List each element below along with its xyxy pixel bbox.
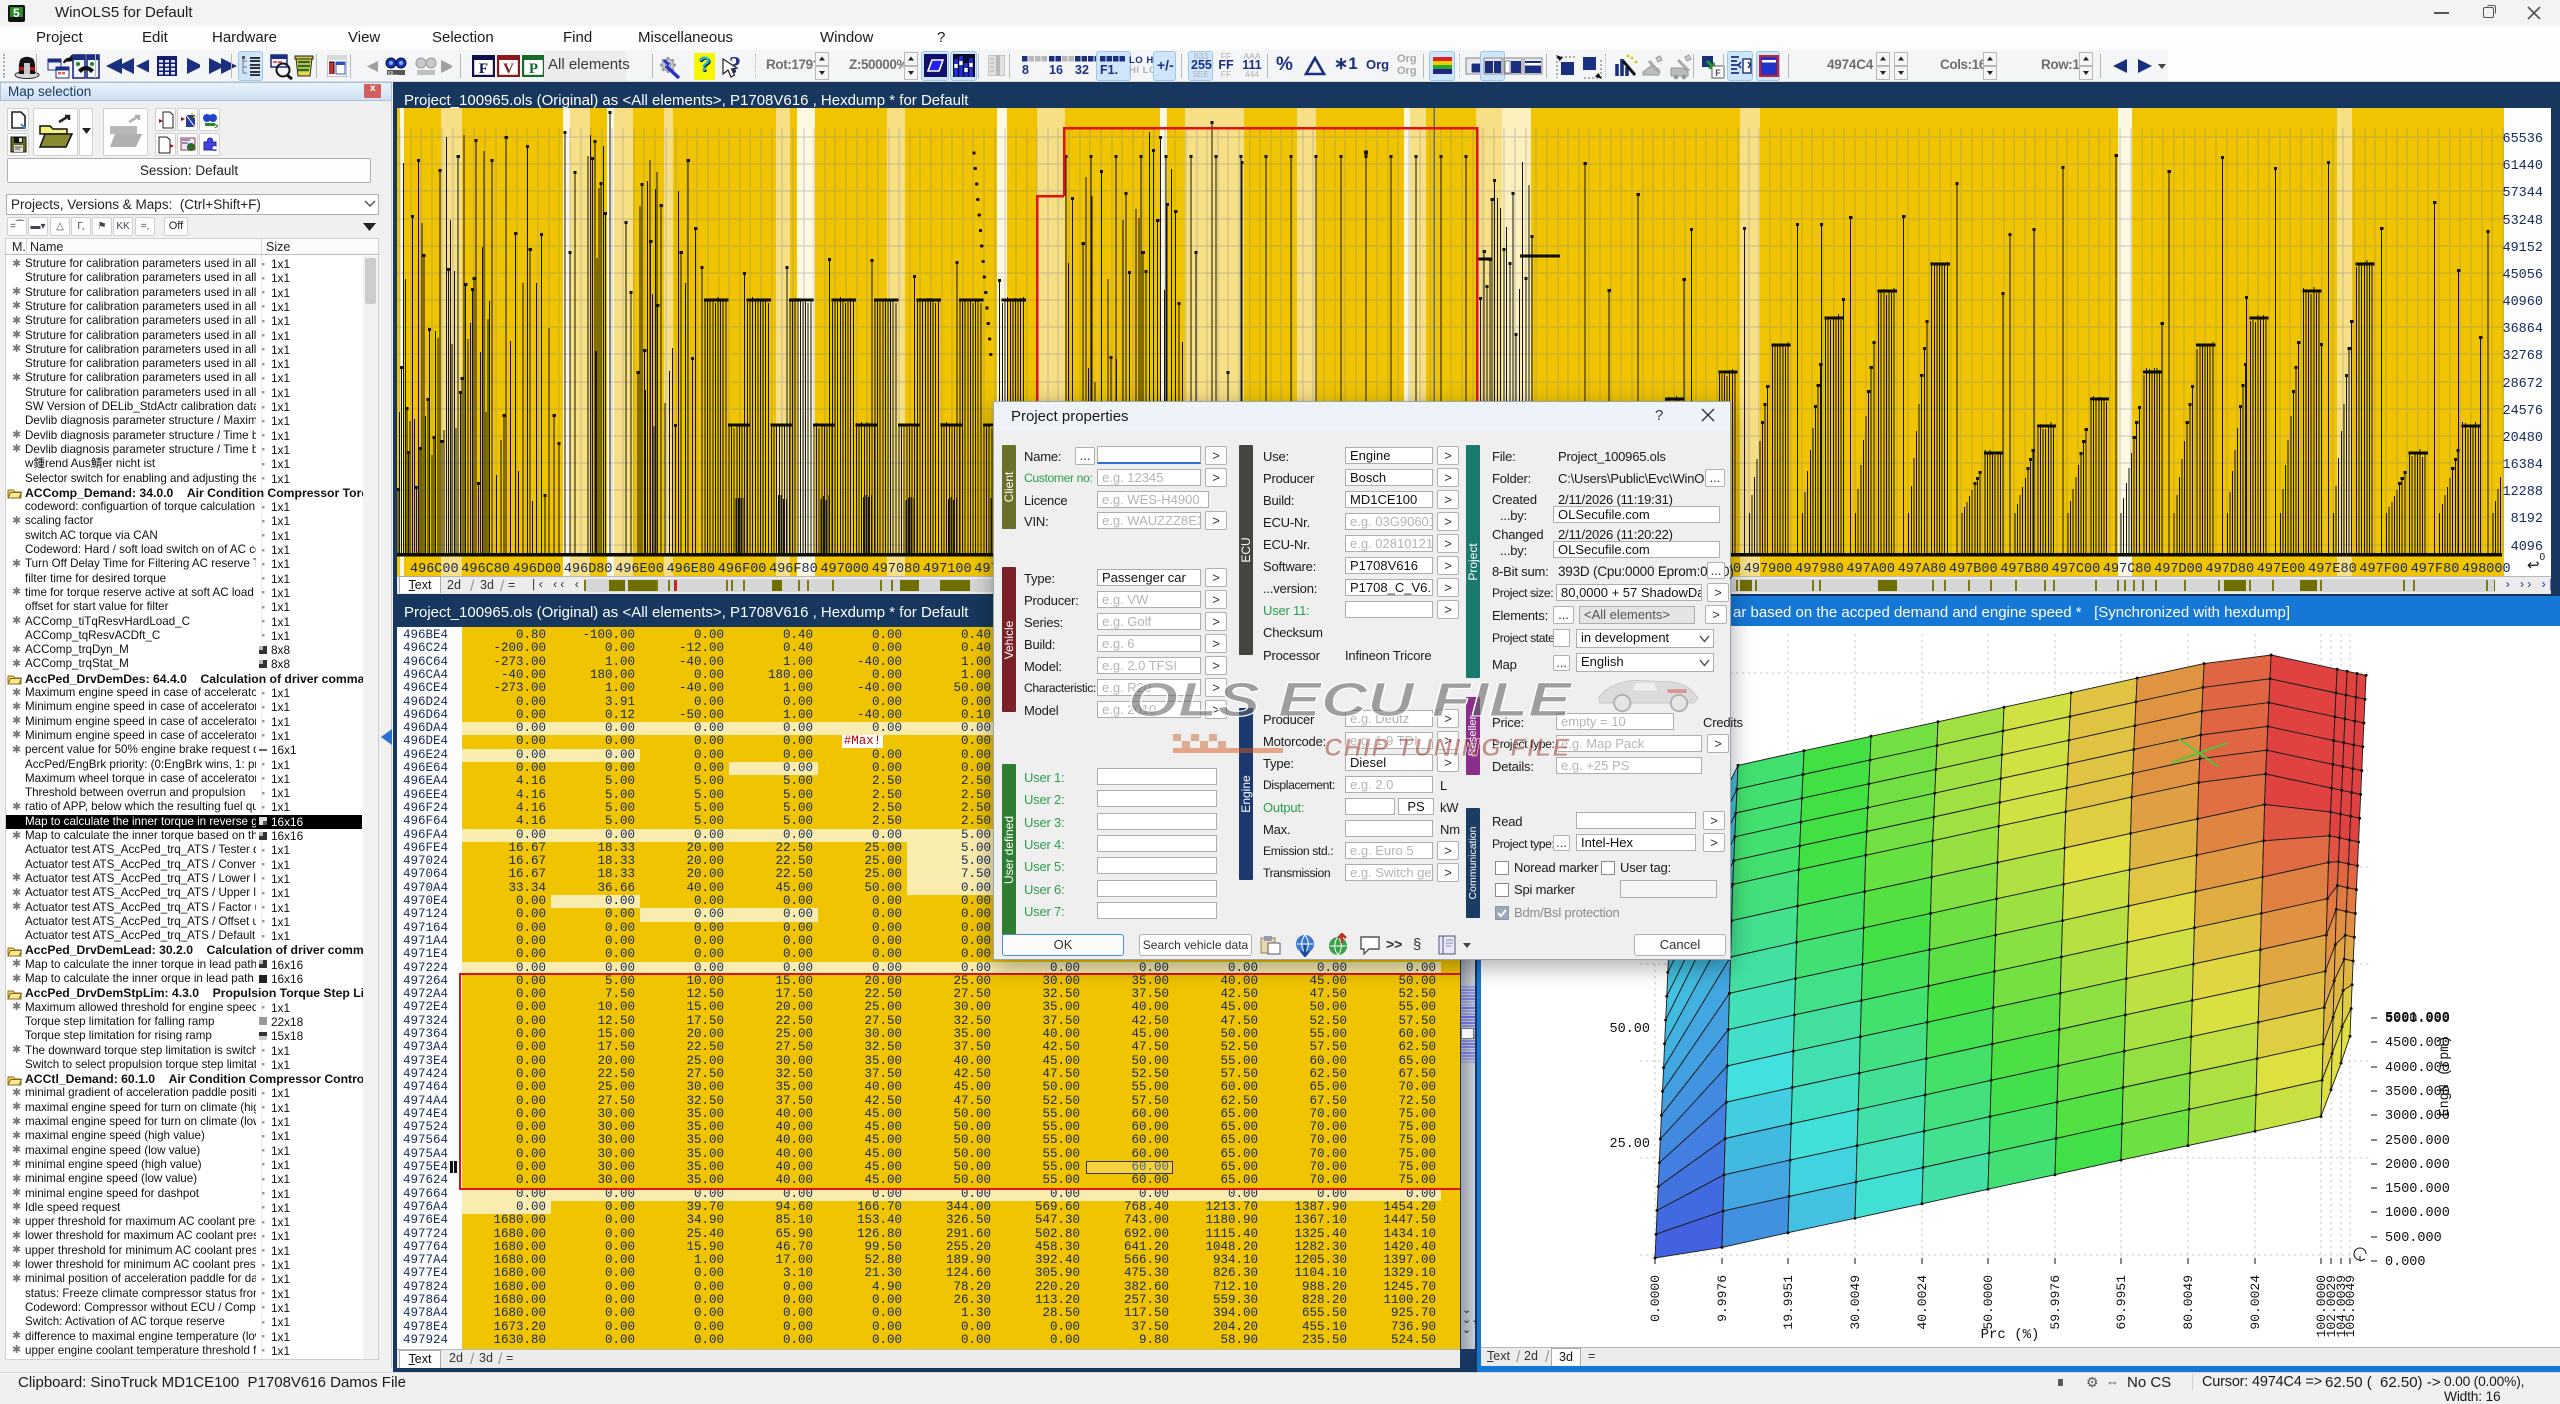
svg-text:1500.000: 1500.000 — [2385, 1182, 2450, 1197]
svg-text:496F80: 496F80 — [769, 562, 818, 577]
svg-text:497080: 497080 — [872, 562, 921, 577]
svg-text:25.00: 25.00 — [1609, 1137, 1650, 1152]
svg-text:I0I...: I0I... — [388, 71, 398, 77]
svg-text:16384: 16384 — [2502, 458, 2543, 473]
svg-text:496D00: 496D00 — [513, 562, 562, 577]
svg-text:32768: 32768 — [2502, 349, 2543, 364]
svg-text:5001.000: 5001.000 — [2385, 1011, 2450, 1026]
svg-text:497A80: 497A80 — [1898, 562, 1947, 577]
svg-text:497C00: 497C00 — [2052, 562, 2101, 577]
svg-text:497D80: 497D80 — [2206, 562, 2255, 577]
svg-text:497E80: 497E80 — [2308, 562, 2357, 577]
svg-text:497D00: 497D00 — [2154, 562, 2203, 577]
svg-text:EngN (rpm): EngN (rpm) — [2438, 1035, 2453, 1116]
svg-text:497E00: 497E00 — [2257, 562, 2306, 577]
svg-text:496F00: 496F00 — [718, 562, 767, 577]
svg-text:0.000: 0.000 — [2385, 1255, 2426, 1270]
svg-text:40.0024: 40.0024 — [1915, 1275, 1930, 1330]
svg-text:498000: 498000 — [2462, 562, 2511, 577]
svg-text:497980: 497980 — [1795, 562, 1844, 577]
svg-text:0.0000: 0.0000 — [1648, 1275, 1663, 1322]
svg-text:F: F — [1715, 68, 1721, 78]
svg-text:2500.000: 2500.000 — [2385, 1134, 2450, 1149]
svg-text:80.0049: 80.0049 — [2181, 1275, 2196, 1330]
svg-text:19.9951: 19.9951 — [1781, 1275, 1796, 1330]
svg-text:Prc (%): Prc (%) — [1981, 1327, 2040, 1343]
svg-text:30.0049: 30.0049 — [1848, 1275, 1863, 1330]
svg-text:↩: ↩ — [2527, 557, 2540, 574]
svg-text:9.9976: 9.9976 — [1715, 1275, 1730, 1322]
svg-text:V: V — [503, 61, 514, 77]
svg-text:497000: 497000 — [820, 562, 869, 577]
svg-text:53248: 53248 — [2502, 214, 2543, 229]
svg-text:496E00: 496E00 — [615, 562, 664, 577]
svg-text:24576: 24576 — [2502, 404, 2543, 419]
svg-text:497B80: 497B80 — [2000, 562, 2049, 577]
svg-text:8192: 8192 — [2511, 512, 2543, 527]
svg-text:50.00: 50.00 — [1609, 1022, 1650, 1037]
svg-text:496C00: 496C00 — [410, 562, 459, 577]
svg-text:105.0049: 105.0049 — [2343, 1275, 2358, 1337]
svg-text:496D80: 496D80 — [564, 562, 613, 577]
svg-text:496C80: 496C80 — [461, 562, 510, 577]
svg-text:28672: 28672 — [2502, 377, 2543, 392]
svg-text:4096: 4096 — [2511, 540, 2543, 555]
svg-text:497A00: 497A00 — [1846, 562, 1895, 577]
svg-text:20480: 20480 — [2502, 431, 2543, 446]
svg-text:497100: 497100 — [923, 562, 972, 577]
svg-text:497C80: 497C80 — [2103, 562, 2152, 577]
svg-text:497B00: 497B00 — [1949, 562, 1998, 577]
svg-text:497900: 497900 — [1744, 562, 1793, 577]
svg-text:497F80: 497F80 — [2411, 562, 2460, 577]
svg-text:90.0024: 90.0024 — [2248, 1275, 2263, 1330]
svg-text:500.000: 500.000 — [2385, 1231, 2442, 1246]
svg-text:40960: 40960 — [2502, 295, 2543, 310]
svg-text:P: P — [529, 61, 538, 77]
svg-text:2000.000: 2000.000 — [2385, 1158, 2450, 1173]
svg-text:12288: 12288 — [2502, 485, 2543, 500]
svg-text:50.0000: 50.0000 — [1981, 1275, 1996, 1330]
svg-text:65536: 65536 — [2502, 132, 2543, 147]
svg-text:45056: 45056 — [2502, 268, 2543, 283]
svg-text:36864: 36864 — [2502, 322, 2543, 337]
svg-text:F: F — [479, 61, 488, 77]
svg-text:49152: 49152 — [2502, 241, 2543, 256]
svg-text:1000.000: 1000.000 — [2385, 1206, 2450, 1221]
svg-text:57344: 57344 — [2502, 186, 2543, 201]
svg-text:69.9951: 69.9951 — [2114, 1275, 2129, 1330]
svg-text:497F00: 497F00 — [2359, 562, 2408, 577]
svg-text:0: 0 — [2539, 552, 2545, 563]
svg-text:61440: 61440 — [2502, 159, 2543, 174]
svg-text:59.9976: 59.9976 — [2048, 1275, 2063, 1330]
svg-text:496E80: 496E80 — [667, 562, 716, 577]
